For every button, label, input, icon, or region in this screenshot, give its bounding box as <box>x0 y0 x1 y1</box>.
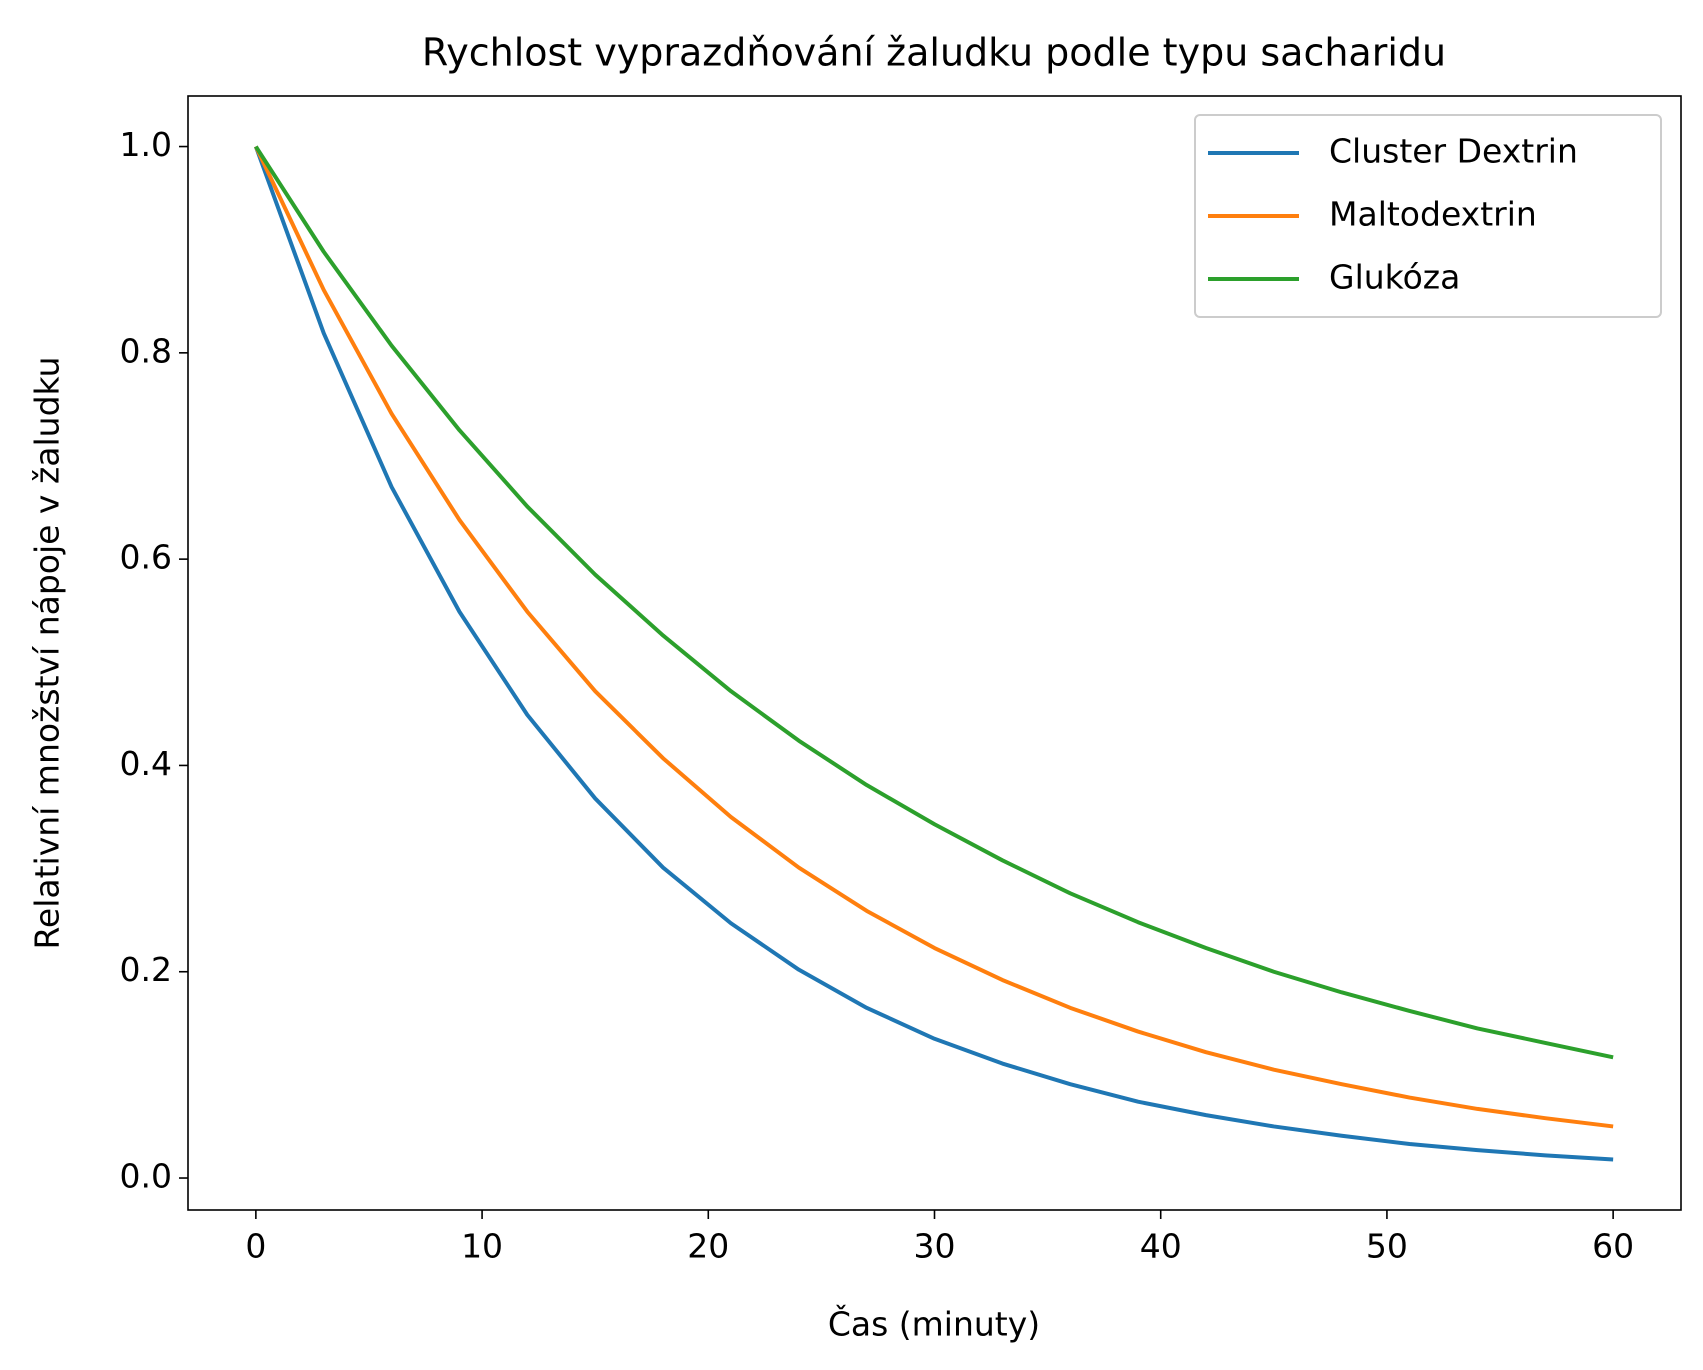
data-line <box>254 145 1614 1060</box>
y-tick-label: 0.8 <box>120 331 172 370</box>
y-tick-label: 0.6 <box>120 538 172 577</box>
y-tick-label: 0.0 <box>120 1157 172 1196</box>
chart-title: Rychlost vyprazdňování žaludku podle typ… <box>422 31 1446 75</box>
legend-box <box>1194 114 1662 318</box>
legend-label: Glukóza <box>1329 258 1460 297</box>
x-axis-label: Čas (minuty) <box>828 1304 1040 1344</box>
data-line <box>253 145 1614 1162</box>
y-tick-label: 0.4 <box>120 744 172 783</box>
y-axis-label: Relativní množství nápoje v žaludku <box>28 356 67 949</box>
x-tick-label: 50 <box>1366 1227 1408 1266</box>
legend-label: Maltodextrin <box>1329 195 1537 234</box>
y-tick-label: 1.0 <box>120 125 172 164</box>
x-tick-label: 40 <box>1140 1227 1182 1266</box>
y-tick-label: 0.2 <box>120 950 172 989</box>
x-tick-label: 20 <box>687 1227 729 1266</box>
legend-label: Cluster Dextrin <box>1329 132 1578 171</box>
x-tick-label: 30 <box>914 1227 956 1266</box>
x-tick-label: 0 <box>245 1227 266 1266</box>
data-line <box>254 145 1614 1129</box>
x-tick-label: 60 <box>1592 1227 1634 1266</box>
plot-frame <box>187 95 1682 1211</box>
x-tick-label: 10 <box>461 1227 503 1266</box>
